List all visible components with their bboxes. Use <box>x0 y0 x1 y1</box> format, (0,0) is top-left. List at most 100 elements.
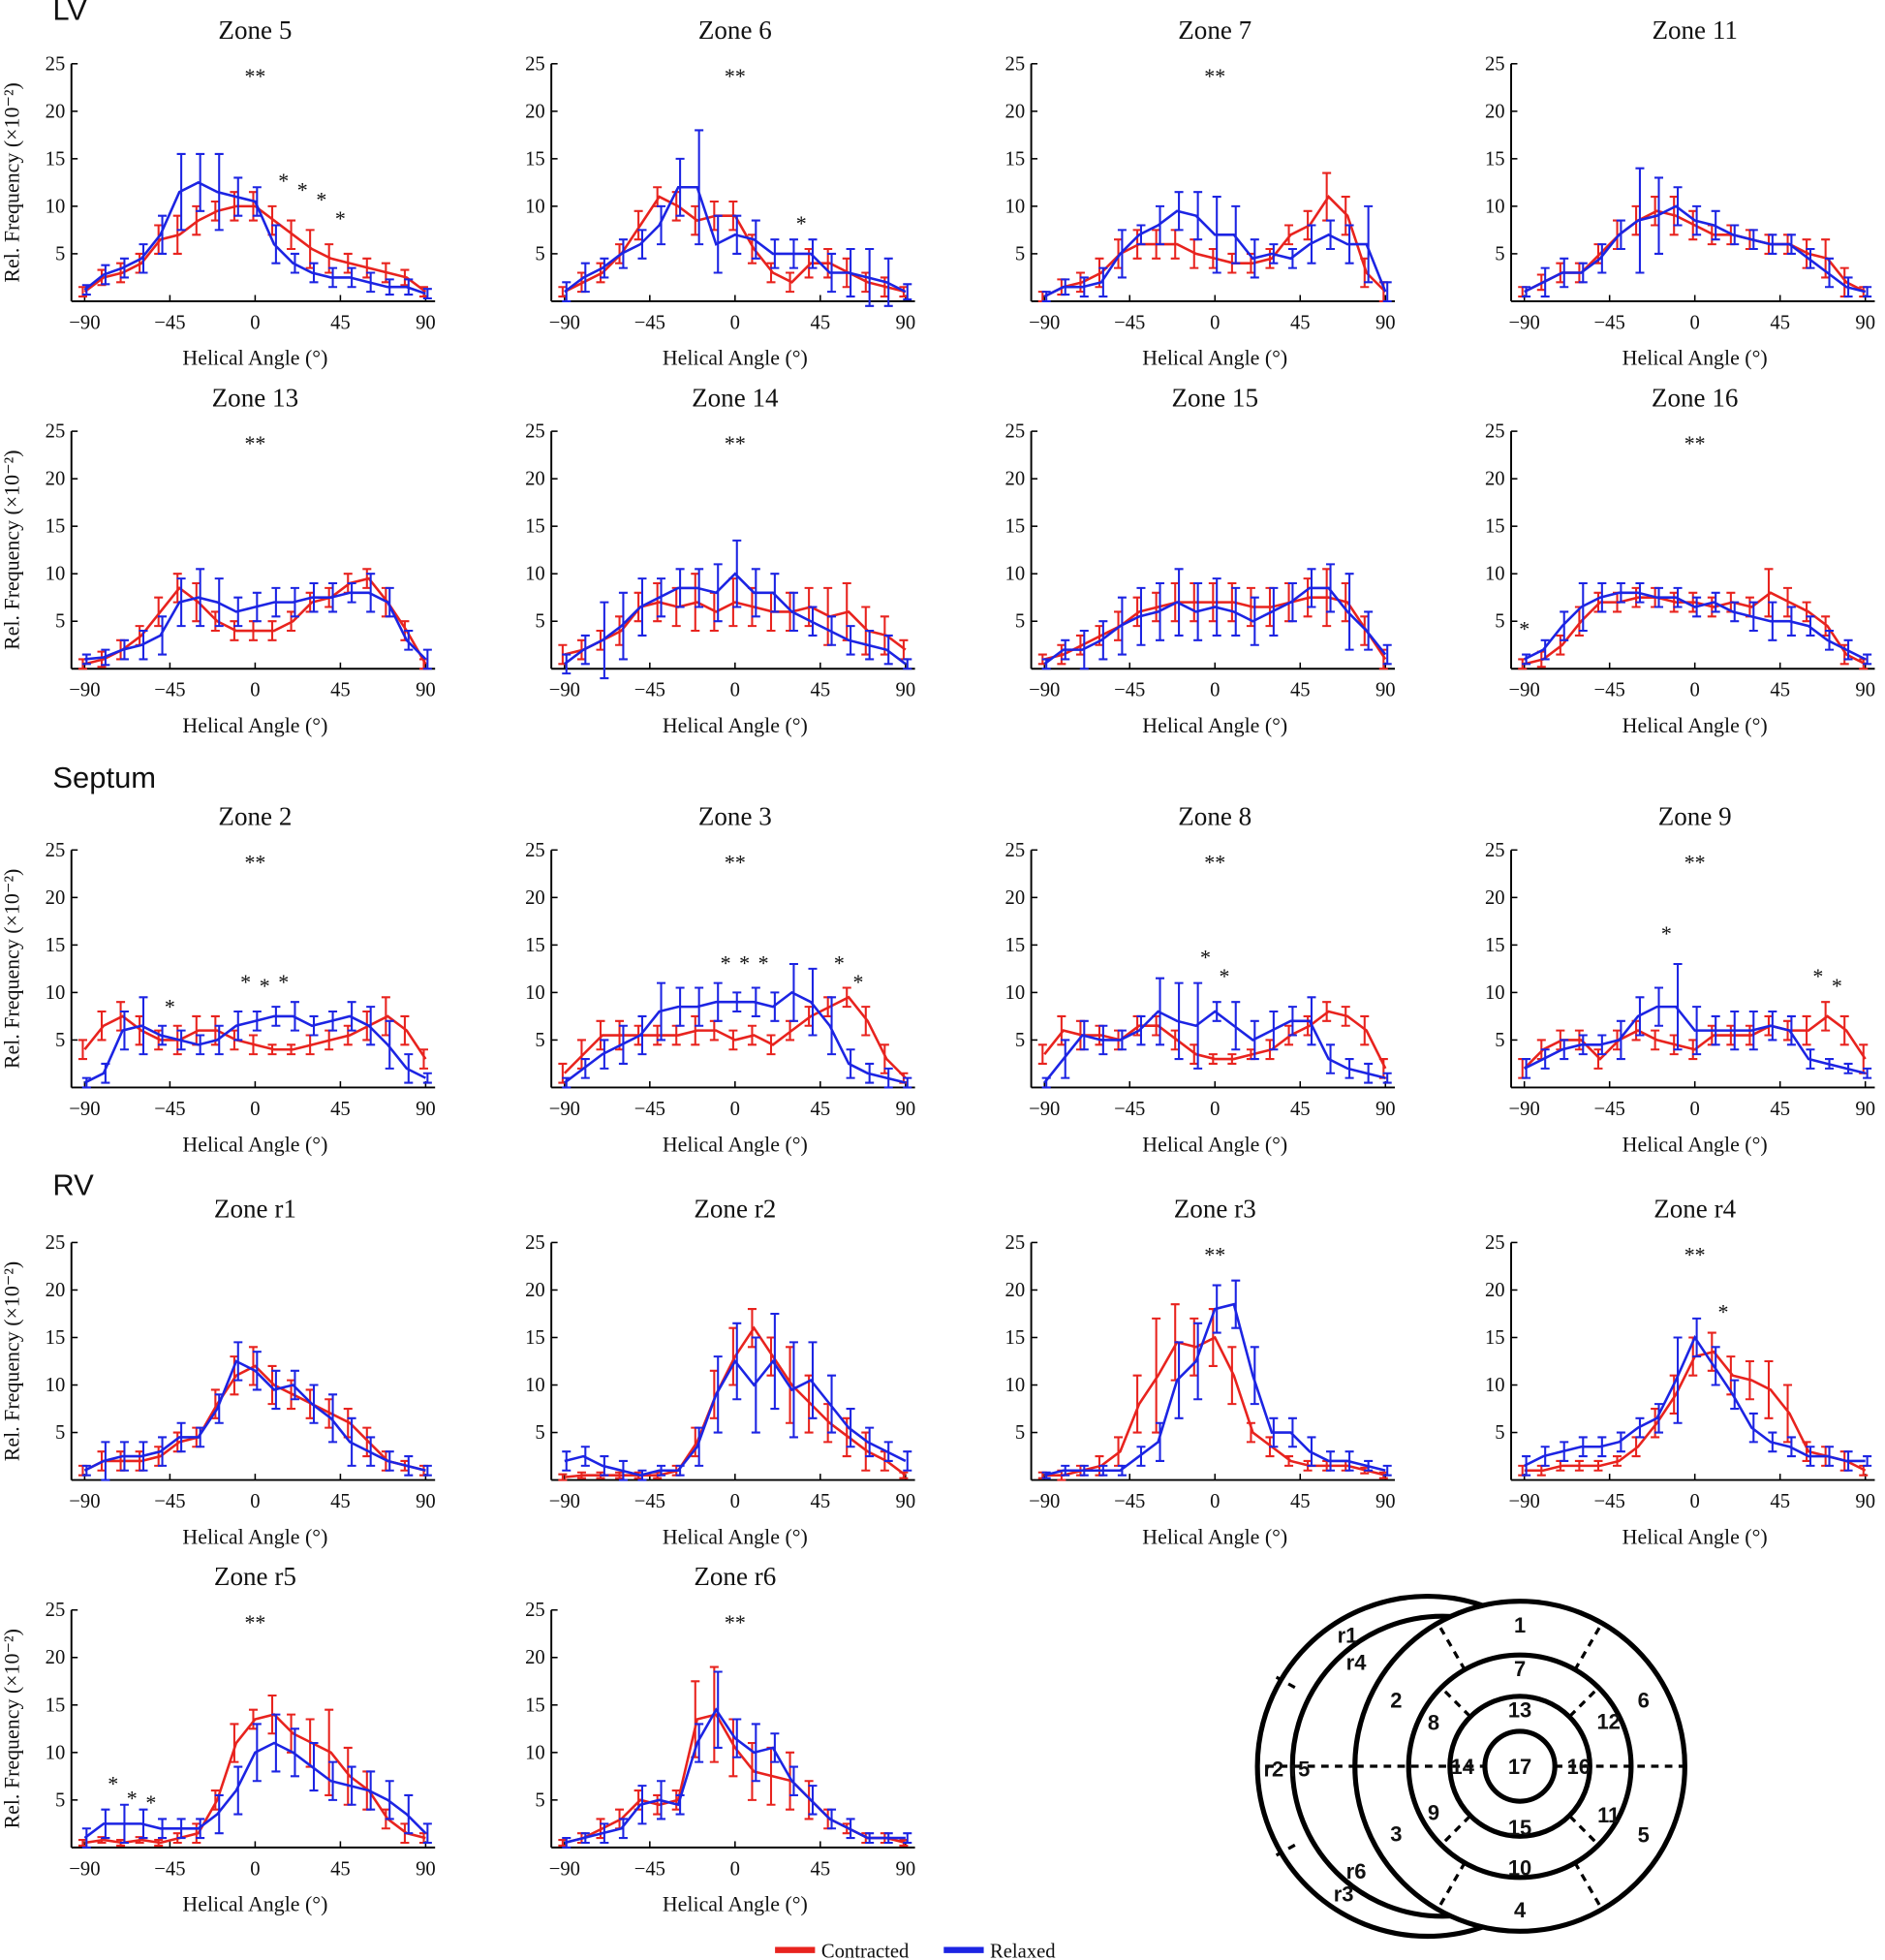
y-tick-label: 15 <box>525 516 545 538</box>
significance-mark: ** <box>1204 1243 1225 1267</box>
error-bar <box>1692 1317 1702 1358</box>
y-tick-label: 5 <box>55 1422 65 1444</box>
y-tick-label: 10 <box>525 196 545 217</box>
y-tick-label: 10 <box>1005 564 1026 585</box>
subplot-title: Zone r1 <box>214 1195 296 1224</box>
x-tick-label: 0 <box>1690 680 1700 701</box>
x-axis-label: Helical Angle (°) <box>663 1892 808 1916</box>
x-tick-label: 90 <box>1375 1491 1396 1512</box>
error-bar <box>271 224 281 264</box>
series-line <box>564 1713 907 1845</box>
y-tick-label: 15 <box>1485 148 1505 170</box>
subplot: Zone r5 5 10 15 20 25 −90 −45 0 45 90 Helical Angle… <box>0 1562 436 1916</box>
y-tick-label: 25 <box>525 1600 545 1621</box>
error-bar <box>808 967 818 1037</box>
y-tick-label: 10 <box>1005 982 1026 1004</box>
y-tick-label: 25 <box>46 1600 66 1621</box>
error-bar <box>713 563 723 623</box>
error-bar <box>637 1014 647 1056</box>
x-tick-label: 45 <box>1770 1099 1790 1120</box>
error-bar <box>1382 1464 1392 1477</box>
y-tick-label: 25 <box>1485 840 1505 861</box>
zone-label: 16 <box>1567 1755 1591 1779</box>
x-tick-label: −45 <box>1594 312 1625 333</box>
y-tick-label: 25 <box>525 1232 545 1254</box>
y-tick-label: 10 <box>46 564 66 585</box>
significance-mark: * <box>1812 964 1823 988</box>
error-bar <box>139 243 148 274</box>
zone-label: 15 <box>1508 1816 1531 1840</box>
x-tick-label: 90 <box>1855 1491 1875 1512</box>
significance-mark: ** <box>244 850 265 874</box>
error-bar <box>695 1723 704 1763</box>
error-bar <box>788 1765 798 1796</box>
series-line <box>1043 209 1387 298</box>
x-axis-label: Helical Angle (°) <box>1622 713 1768 737</box>
subplot-title: Zone 6 <box>698 16 772 45</box>
significance-mark: * <box>335 206 346 231</box>
series-line <box>1043 1302 1386 1477</box>
zone-label: 3 <box>1390 1821 1402 1846</box>
error-bar <box>1863 1455 1872 1467</box>
x-axis-label: Helical Angle (°) <box>1622 1132 1768 1156</box>
error-bar <box>1250 1346 1259 1406</box>
x-tick-label: 90 <box>1855 1099 1875 1120</box>
error-bar <box>1382 643 1392 666</box>
series-line <box>83 204 427 294</box>
x-tick-label: −45 <box>1594 1491 1625 1512</box>
series-line <box>564 990 907 1084</box>
x-tick-label: 45 <box>1770 680 1790 701</box>
significance-mark: ** <box>725 1610 746 1634</box>
x-tick-label: 45 <box>1290 312 1311 333</box>
y-tick-label: 5 <box>55 611 65 633</box>
x-tick-label: 90 <box>416 1858 436 1880</box>
x-tick-label: 45 <box>1770 312 1790 333</box>
x-tick-label: 0 <box>1210 312 1220 333</box>
subplot: Zone 13 5 10 15 20 25 −90 −45 0 45 90 Helical Angle… <box>0 383 436 737</box>
y-tick-label: 5 <box>55 243 65 264</box>
y-tick-label: 20 <box>1485 1280 1505 1301</box>
y-tick-label: 5 <box>1495 611 1504 633</box>
x-tick-label: −90 <box>1509 680 1540 701</box>
error-bar <box>618 1818 628 1840</box>
x-tick-label: −90 <box>69 1858 100 1880</box>
error-bar <box>903 1076 912 1089</box>
y-tick-label: 20 <box>1485 469 1505 490</box>
series-line <box>1523 1014 1867 1070</box>
x-tick-label: 0 <box>1690 1099 1700 1120</box>
subplot: Zone r1 5 10 15 20 25 −90 −45 0 45 90 Helical Angle… <box>0 1195 436 1549</box>
y-tick-label: 25 <box>46 421 66 443</box>
error-bar <box>1364 610 1374 651</box>
error-bar <box>1364 204 1374 284</box>
significance-mark: ** <box>725 850 746 874</box>
y-tick-label: 5 <box>535 1789 544 1811</box>
y-tick-label: 25 <box>525 53 545 75</box>
y-tick-label: 5 <box>55 1030 65 1051</box>
series-line <box>1043 1010 1387 1070</box>
error-bar <box>808 1785 818 1816</box>
y-tick-label: 10 <box>1485 196 1505 217</box>
significance-mark: * <box>796 211 807 235</box>
x-tick-label: −90 <box>549 1099 580 1120</box>
x-tick-label: 90 <box>1855 680 1875 701</box>
subplot: Zone 2 5 10 15 20 25 −90 −45 0 45 90 Helical Angle … <box>0 802 436 1157</box>
error-bar <box>1307 996 1316 1046</box>
x-tick-label: 45 <box>1290 1099 1311 1120</box>
x-tick-label: −45 <box>634 1491 665 1512</box>
x-tick-label: −45 <box>1114 312 1145 333</box>
subplot-title: Zone 7 <box>1178 16 1252 45</box>
x-tick-label: −45 <box>634 1858 665 1880</box>
significance-mark: * <box>1519 616 1530 640</box>
error-bar <box>808 238 818 269</box>
subplot: Zone 3 5 10 15 20 25 −90 −45 0 45 90 Helical Angle … <box>525 802 915 1157</box>
y-tick-label: 15 <box>525 1327 545 1349</box>
error-bar <box>1560 610 1569 641</box>
x-tick-label: −90 <box>549 680 580 701</box>
subplot-title: Zone r5 <box>214 1562 296 1591</box>
error-bar <box>366 1006 376 1046</box>
y-tick-label: 25 <box>525 421 545 443</box>
x-tick-label: 0 <box>1690 312 1700 333</box>
y-tick-label: 5 <box>55 1789 65 1811</box>
significance-mark: ** <box>725 64 746 88</box>
y-tick-label: 25 <box>1485 53 1505 75</box>
